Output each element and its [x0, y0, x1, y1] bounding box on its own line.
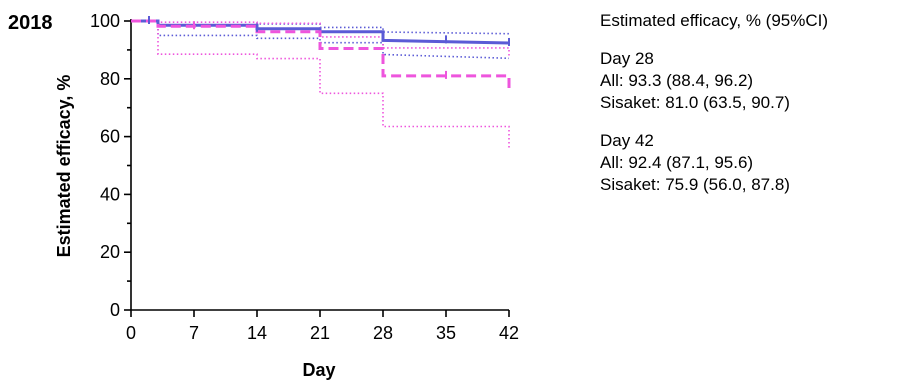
day28-group: Day 28 All: 93.3 (88.4, 96.2) Sisaket: 8…	[600, 48, 828, 114]
x-tick-label: 28	[373, 323, 393, 343]
panel-label: 2018	[8, 12, 53, 34]
day28-all: All: 93.3 (88.4, 96.2)	[600, 71, 754, 90]
confidence-interval-lines	[157, 21, 510, 149]
x-tick-label: 7	[189, 323, 199, 343]
x-axis-title: Day	[302, 360, 335, 380]
day42-all: All: 92.4 (87.1, 95.6)	[600, 153, 754, 172]
day42-group: Day 42 All: 92.4 (87.1, 95.6) Sisaket: 7…	[600, 130, 828, 196]
y-tick-label: 20	[100, 242, 120, 262]
day42-sisaket: Sisaket: 75.9 (56.0, 87.8)	[600, 175, 790, 194]
all-survival-line	[131, 19, 510, 45]
x-tick-label: 42	[499, 323, 519, 343]
y-tick-label: 60	[100, 127, 120, 147]
x-tick-label: 35	[436, 323, 456, 343]
x-tick-label: 0	[126, 323, 136, 343]
efficacy-annotation: Estimated efficacy, % (95%CI) Day 28 All…	[600, 10, 828, 196]
y-tick-label: 0	[110, 300, 120, 320]
day42-label: Day 42	[600, 131, 654, 150]
day28-label: Day 28	[600, 49, 654, 68]
day28-sisaket: Sisaket: 81.0 (63.5, 90.7)	[600, 93, 790, 112]
series-lines	[131, 19, 511, 91]
annotation-title: Estimated efficacy, % (95%CI)	[600, 11, 829, 30]
sisaket-survival-line	[131, 19, 511, 91]
x-tick-label: 21	[310, 323, 330, 343]
censor-marks	[148, 16, 510, 79]
y-tick-label: 40	[100, 184, 120, 204]
y-axis-title: Estimated efficacy, %	[54, 75, 74, 258]
y-tick-label: 100	[90, 11, 120, 31]
axes: 0 7 14 21 28 35 42 0 20 40 60 80 100	[90, 11, 519, 343]
x-tick-label: 14	[247, 323, 267, 343]
sisaket-ci-lower-line	[157, 21, 510, 149]
y-tick-label: 80	[100, 69, 120, 89]
